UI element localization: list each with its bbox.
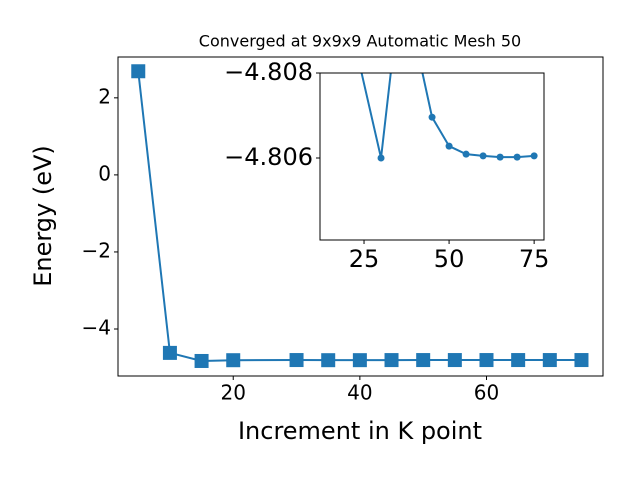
marker (344, 6, 351, 13)
x-tick-label: 25 (349, 245, 380, 273)
y-tick-label: −4.806 (224, 143, 313, 171)
marker (377, 154, 385, 162)
marker (289, 353, 304, 368)
y-tick-label: 2 (98, 84, 111, 108)
y-axis-label: Energy (eV) (29, 145, 57, 287)
x-axis-label: Increment in K point (238, 417, 482, 445)
y-tick-label: −4 (82, 315, 111, 339)
x-tick-label: 50 (434, 245, 465, 273)
marker (462, 150, 470, 158)
marker (447, 353, 462, 368)
x-tick-label: 40 (347, 381, 372, 405)
chart-title: Converged at 9x9x9 Automatic Mesh 50 (199, 32, 521, 51)
marker (384, 353, 399, 368)
marker (395, 6, 402, 13)
marker (513, 153, 521, 161)
marker (416, 353, 431, 368)
marker (131, 64, 146, 79)
series (344, 6, 538, 162)
marker (511, 353, 526, 368)
marker (479, 152, 487, 160)
marker (574, 353, 589, 368)
marker (428, 113, 436, 121)
marker (445, 142, 453, 150)
marker (321, 353, 336, 368)
axes-frame (117, 56, 604, 377)
marker (479, 353, 494, 368)
marker (194, 353, 209, 368)
marker (496, 153, 504, 161)
x-tick-label: 20 (221, 381, 246, 405)
axes-frame (319, 72, 545, 241)
series (131, 64, 589, 368)
marker (530, 152, 538, 160)
marker (542, 353, 557, 368)
x-tick-label: 60 (474, 381, 499, 405)
marker (352, 353, 367, 368)
y-tick-label: 0 (98, 161, 111, 185)
marker (226, 353, 241, 368)
y-tick-label: −2 (82, 238, 111, 262)
y-tick-label: −4.808 (224, 58, 313, 86)
x-tick-label: 75 (519, 245, 550, 273)
marker (162, 345, 177, 360)
